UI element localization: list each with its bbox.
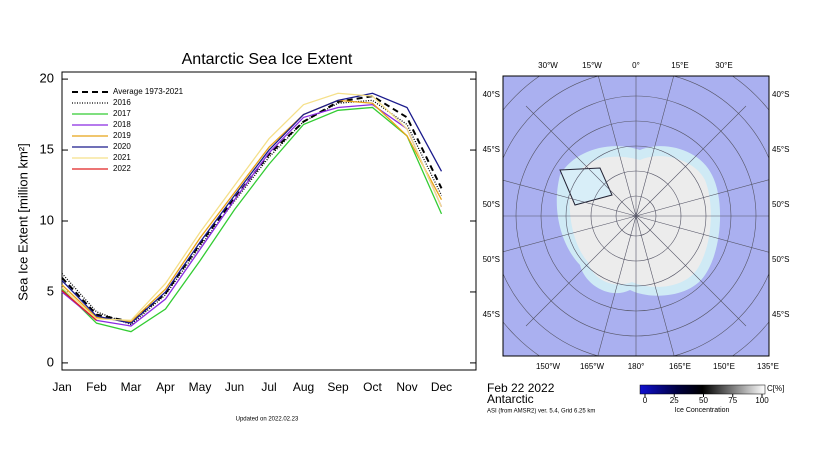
legend-label: 2018: [113, 120, 131, 129]
x-tick-label: Jul: [261, 380, 276, 394]
footnote: Updated on 2022.02.23: [236, 417, 299, 423]
x-tick-label: Sep: [327, 380, 349, 394]
x-tick-label: Nov: [396, 380, 417, 394]
series-line: [61, 92, 443, 324]
latitude-label: 50°S: [483, 255, 500, 264]
longitude-label: 165°E: [669, 362, 691, 371]
x-tick-label: Jun: [225, 380, 244, 394]
map-frame: [502, 75, 770, 357]
graticule: [503, 76, 769, 356]
latitude-label: 45°S: [483, 145, 500, 154]
longitude-label: 15°W: [582, 61, 602, 70]
latitude-label: 50°S: [772, 255, 789, 264]
longitude-label: 30°W: [538, 61, 558, 70]
longitude-label: 135°E: [757, 362, 779, 371]
latitude-label: 40°S: [772, 90, 789, 99]
y-tick-label: 10: [40, 212, 54, 227]
x-tick-label: Apr: [156, 380, 175, 394]
legend-label: 2020: [113, 142, 131, 151]
y-tick-label: 20: [40, 71, 54, 86]
latitude-label: 45°S: [772, 145, 789, 154]
longitude-label: 150°E: [713, 362, 735, 371]
series-line: [61, 290, 97, 321]
latitude-label: 45°S: [483, 310, 500, 319]
peninsula: [559, 167, 613, 206]
map-date: Feb 22 2022: [487, 381, 555, 395]
longitude-label: 150°W: [536, 362, 561, 371]
x-tick-label: Dec: [431, 380, 452, 394]
colorbar-tick-label: 75: [728, 396, 737, 405]
colorbar-tick-label: 0: [643, 396, 648, 405]
x-tick-label: Mar: [121, 380, 142, 394]
colorbar-label: Ice Concentration: [675, 407, 730, 414]
y-tick-label: 15: [40, 141, 54, 156]
x-tick-label: Aug: [293, 380, 314, 394]
series-line: [61, 106, 443, 333]
longitude-label: 30°E: [715, 61, 732, 70]
x-tick-label: Jan: [52, 380, 71, 394]
colorbar: [639, 384, 766, 395]
map-source: ASI (from AMSR2) ver. 5.4, Grid 6.25 km: [487, 409, 595, 415]
latitude-label: 50°S: [772, 200, 789, 209]
colorbar-unit: C[%]: [767, 384, 784, 393]
series-line: [61, 99, 443, 326]
colorbar-tick-label: 50: [699, 396, 708, 405]
longitude-label: 15°E: [671, 61, 688, 70]
latitude-label: 50°S: [483, 200, 500, 209]
latitude-label: 40°S: [483, 90, 500, 99]
legend-label: 2019: [113, 131, 131, 140]
legend-label: 2022: [113, 164, 131, 173]
map: [503, 76, 769, 356]
colorbar-tick-label: 25: [670, 396, 679, 405]
longitude-label: 180°: [628, 362, 645, 371]
legend-label: Average 1973-2021: [113, 87, 184, 96]
legend-label: 2016: [113, 98, 131, 107]
y-tick-label: 5: [47, 283, 54, 298]
x-tick-label: Oct: [363, 380, 382, 394]
series-line: [61, 99, 443, 323]
series-line: [61, 92, 443, 321]
x-tick-label: May: [189, 380, 212, 394]
legend-label: 2021: [113, 153, 131, 162]
y-tick-label: 0: [47, 354, 54, 369]
x-tick-label: Feb: [86, 380, 107, 394]
legend-label: 2017: [113, 109, 131, 118]
latitude-label: 45°S: [772, 310, 789, 319]
y-axis-label: Sea Ice Extent [million km²]: [15, 143, 30, 301]
longitude-label: 165°W: [580, 362, 605, 371]
colorbar-tick-label: 100: [755, 396, 769, 405]
map-region: Antarctic: [487, 392, 534, 406]
chart-title: Antarctic Sea Ice Extent: [182, 51, 353, 68]
series-line: [61, 95, 443, 323]
longitude-label: 0°: [632, 61, 640, 70]
